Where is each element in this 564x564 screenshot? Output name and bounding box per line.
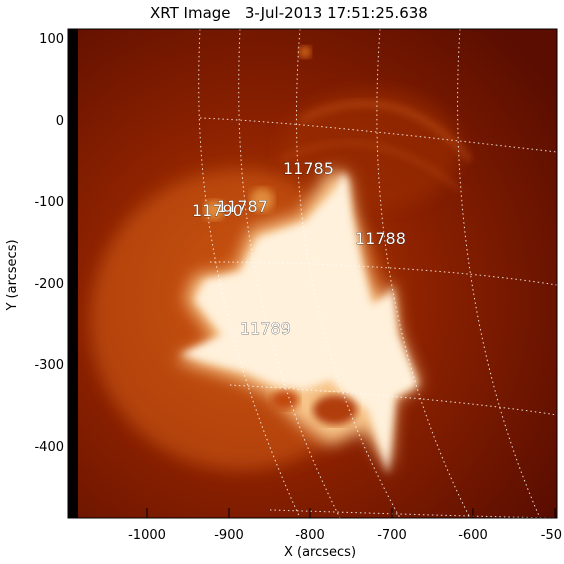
y-tick-label: -400 xyxy=(34,440,64,455)
x-axis xyxy=(146,508,556,518)
y-axis-title: Y (arcsecs) xyxy=(5,239,20,311)
y-tick-label: -200 xyxy=(34,277,64,292)
y-axis xyxy=(68,37,78,447)
x-tick-label: -800 xyxy=(295,528,325,543)
x-tick-label: -900 xyxy=(214,528,244,543)
x-tick-label: -700 xyxy=(377,528,407,543)
ar-label-11788: 11788 xyxy=(355,229,406,248)
x-tick-label: -600 xyxy=(458,528,488,543)
y-tick-label: -300 xyxy=(34,358,64,373)
x-axis-title: X (arcsecs) xyxy=(284,545,356,560)
y-tick-label: 100 xyxy=(39,32,64,47)
heliographic-grid xyxy=(198,29,557,518)
ar-label-11789: 11789 xyxy=(240,319,291,338)
plot-title: XRT Image 3-Jul-2013 17:51:25.638 xyxy=(150,4,428,22)
x-tick-label: -1000 xyxy=(128,528,166,543)
ar-label-11790: 11790 xyxy=(192,201,243,220)
ar-label-11785: 11785 xyxy=(283,159,334,178)
solar-image: 11785 11787 11790 11788 11789 xyxy=(68,29,557,518)
plot-frame xyxy=(67,28,558,519)
x-tick-label: -50 xyxy=(541,528,562,543)
y-tick-label: -100 xyxy=(34,195,64,210)
ar-label-11787: 11787 xyxy=(217,197,268,216)
y-tick-label: 0 xyxy=(56,114,64,129)
